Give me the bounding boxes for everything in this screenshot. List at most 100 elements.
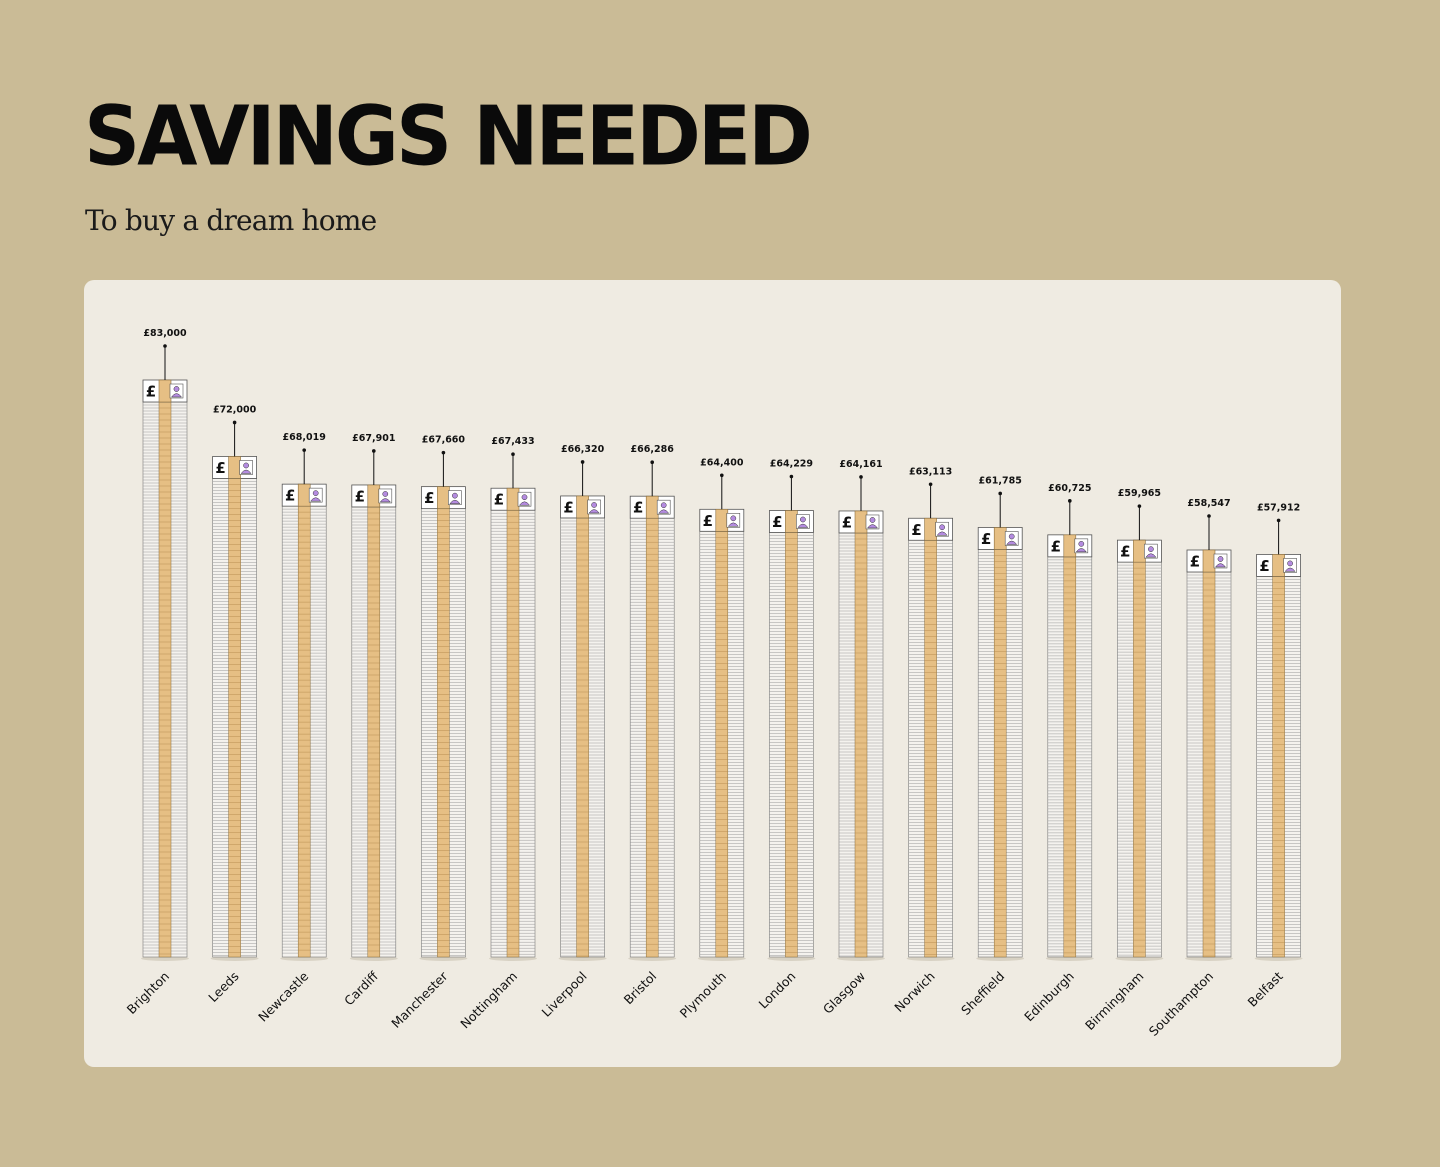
bar-band-lines [715, 537, 728, 952]
value-dot [1068, 499, 1072, 503]
value-dot [1207, 514, 1211, 518]
category-label: Glasgow [820, 969, 868, 1017]
banknote-band [924, 517, 937, 541]
bar-band [993, 527, 1007, 958]
category-label: Norwich [891, 969, 937, 1015]
portrait-head [243, 462, 249, 469]
category-label: Southampton [1146, 969, 1216, 1039]
bar-band [924, 518, 937, 958]
pound-symbol: £ [911, 521, 921, 539]
value-dot [232, 420, 237, 425]
pound-symbol: £ [633, 499, 643, 517]
value-label: £64,400 [700, 457, 744, 468]
bar-band [1063, 534, 1077, 958]
category-label: Belfast [1245, 968, 1286, 1009]
category-label: Sheffield [958, 969, 1007, 1018]
bar-band-lines [924, 546, 937, 955]
pound-symbol: £ [1259, 557, 1269, 575]
banknote-band [297, 483, 311, 507]
portrait-body [1215, 563, 1226, 568]
portrait-body [1006, 540, 1018, 545]
portrait-head [660, 502, 667, 509]
category-label: Bristol [621, 969, 660, 1008]
portrait-body [171, 393, 182, 398]
category-label: Newcastle [255, 968, 311, 1024]
bar-band-lines [576, 523, 589, 957]
value-label: £67,901 [352, 433, 395, 444]
banknote-band [228, 456, 241, 479]
portrait-head [382, 491, 389, 497]
pound-symbol: £ [215, 459, 225, 477]
bar-band [506, 487, 520, 958]
pound-symbol: £ [842, 513, 852, 531]
banknote-band [576, 495, 589, 519]
bar-band-lines [228, 484, 241, 953]
value-label: £67,660 [422, 435, 466, 446]
value-dot [789, 474, 794, 479]
bar: £ £57,912 Belfast [1245, 502, 1303, 1010]
portrait-body [1145, 553, 1157, 558]
value-dot [163, 344, 167, 348]
category-label: London [756, 969, 799, 1012]
value-label: £67,433 [491, 436, 534, 447]
bar-band [645, 495, 659, 958]
portrait-body [588, 509, 600, 514]
value-label: £66,320 [561, 444, 605, 455]
portrait-head [1078, 541, 1085, 547]
category-label: Manchester [388, 968, 451, 1031]
category-label: Edinburgh [1021, 969, 1077, 1025]
bar: £ £67,901 Cardiff [341, 433, 398, 1008]
portrait-body [867, 524, 878, 529]
bar-band [158, 379, 172, 958]
portrait-body [936, 531, 948, 536]
bar-band [367, 484, 381, 958]
bar: £ £60,725 Edinburgh [1021, 483, 1094, 1024]
chart-subtitle: To buy a dream home [85, 204, 377, 237]
portrait-body [310, 497, 322, 502]
pound-symbol: £ [1190, 552, 1200, 570]
portrait-head [521, 494, 528, 501]
pound-symbol: £ [494, 491, 504, 509]
portrait-head [730, 515, 737, 522]
chart-title: SAVINGS NEEDED [84, 89, 813, 185]
portrait-body [727, 522, 739, 527]
portrait-body [519, 501, 530, 506]
bar-band-lines [855, 538, 867, 954]
pound-symbol: £ [703, 512, 713, 530]
value-dot [580, 460, 585, 464]
savings-bar-chart: £ £83,000 Brighton £ £72,000 Leeds £ £68,019 New… [124, 328, 1303, 1039]
pound-symbol: £ [146, 383, 156, 401]
value-dot [1137, 504, 1142, 508]
value-dot [720, 473, 724, 478]
category-label: Liverpool [539, 969, 590, 1020]
bar-band-lines [994, 555, 1007, 952]
banknote-band [1272, 554, 1285, 577]
bar-band [1133, 539, 1146, 958]
banknote-band [158, 379, 172, 403]
value-dot [1276, 518, 1281, 523]
value-label: £57,912 [1257, 502, 1300, 513]
value-dot [928, 482, 933, 487]
portrait-head [1148, 546, 1154, 552]
bar: £ £66,286 Bristol [621, 444, 677, 1007]
banknote-band [1063, 534, 1077, 558]
pound-symbol: £ [563, 498, 573, 516]
portrait-body [240, 469, 252, 474]
bar: £ £61,785 Sheffield [958, 475, 1025, 1018]
value-dot [372, 449, 376, 453]
pound-symbol: £ [1051, 537, 1061, 555]
pound-symbol: £ [1120, 543, 1130, 561]
category-label: Cardiff [341, 968, 381, 1008]
bar-band [715, 509, 729, 958]
bar-band-lines [1272, 582, 1285, 955]
value-label: £59,965 [1118, 488, 1161, 499]
bar-band-lines [298, 511, 311, 951]
portrait-body [1284, 567, 1296, 572]
category-label: Nottingham [457, 969, 520, 1032]
portrait-head [1287, 560, 1293, 567]
value-dot [511, 452, 515, 457]
bar-band-lines [437, 514, 450, 953]
bar-band-lines [367, 512, 380, 952]
portrait-head [1217, 556, 1224, 562]
portrait-head [1008, 533, 1015, 540]
